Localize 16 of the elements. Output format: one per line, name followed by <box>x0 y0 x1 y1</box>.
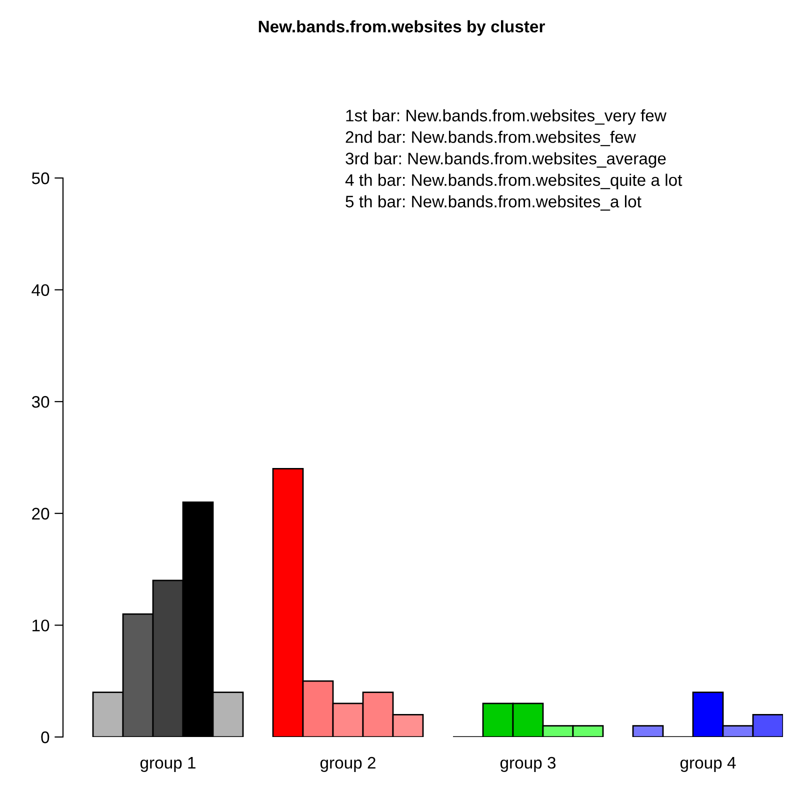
annotation: 4 th bar: New.bands.from.websites_quite a lot <box>345 174 682 190</box>
annotation: 5 th bar: New.bands.from.websites_a lot <box>346 195 642 211</box>
x-tick-label: group 4 <box>680 757 736 772</box>
y-tick-label: 0 <box>41 731 50 744</box>
y-tick-label: 20 <box>32 508 50 520</box>
y-tick-label: 40 <box>32 284 50 296</box>
text: 2nd bar: New.bands.from.websites_few <box>346 130 636 146</box>
x-tick-label: group 2 <box>320 756 376 772</box>
y-tick-label: 50 <box>32 172 50 184</box>
y-tick-label: 10 <box>32 620 50 632</box>
x-tick-label: group 3 <box>500 756 556 772</box>
text: 3rd bar: New.bands.from.websites_average <box>346 152 666 168</box>
y-tick-label: 30 <box>32 396 50 408</box>
chart-title: New.bands.from.websites by cluster <box>258 20 545 36</box>
text: 1st bar: New.bands.from.websites_very few <box>346 109 666 125</box>
x-tick-label: group 1 <box>140 757 196 772</box>
